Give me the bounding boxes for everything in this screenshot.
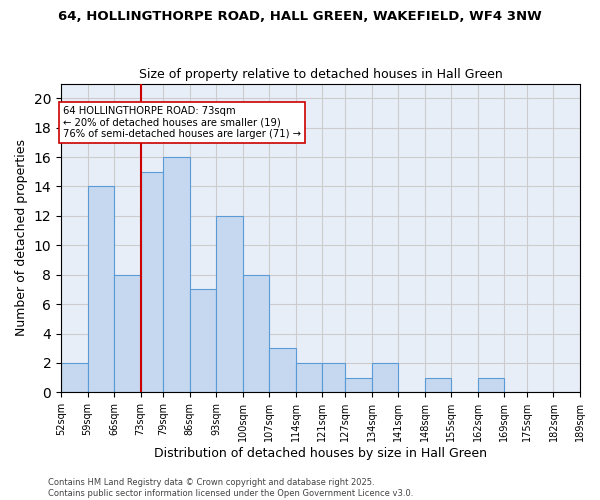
Bar — [217, 216, 243, 392]
Bar — [345, 378, 371, 392]
Bar — [163, 157, 190, 392]
Bar — [61, 363, 88, 392]
Bar — [425, 378, 451, 392]
Bar — [296, 363, 322, 392]
Bar — [478, 378, 504, 392]
Bar — [322, 363, 345, 392]
Bar — [88, 186, 114, 392]
Bar — [243, 274, 269, 392]
Bar — [140, 172, 163, 392]
Text: 64, HOLLINGTHORPE ROAD, HALL GREEN, WAKEFIELD, WF4 3NW: 64, HOLLINGTHORPE ROAD, HALL GREEN, WAKE… — [58, 10, 542, 23]
Bar — [114, 274, 140, 392]
Y-axis label: Number of detached properties: Number of detached properties — [15, 140, 28, 336]
X-axis label: Distribution of detached houses by size in Hall Green: Distribution of detached houses by size … — [154, 447, 487, 460]
Bar — [190, 290, 217, 393]
Bar — [269, 348, 296, 393]
Title: Size of property relative to detached houses in Hall Green: Size of property relative to detached ho… — [139, 68, 502, 81]
Text: Contains HM Land Registry data © Crown copyright and database right 2025.
Contai: Contains HM Land Registry data © Crown c… — [48, 478, 413, 498]
Bar — [371, 363, 398, 392]
Text: 64 HOLLINGTHORPE ROAD: 73sqm
← 20% of detached houses are smaller (19)
76% of se: 64 HOLLINGTHORPE ROAD: 73sqm ← 20% of de… — [63, 106, 301, 139]
